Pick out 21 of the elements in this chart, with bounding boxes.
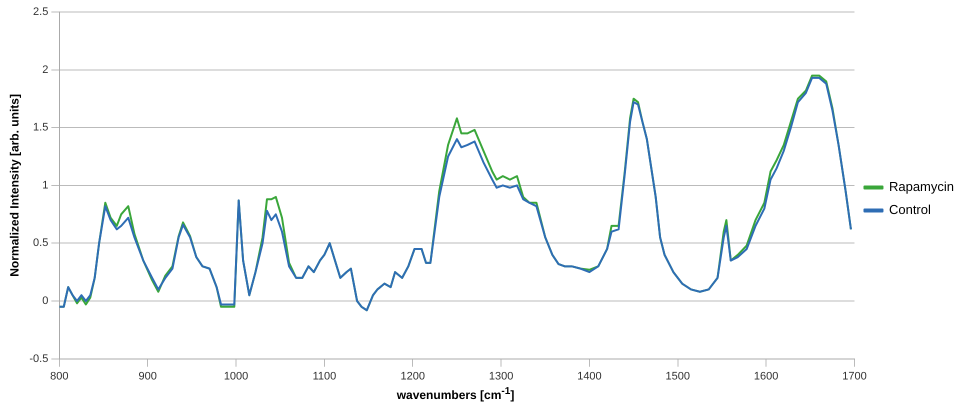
y-tick-label: -0.5 xyxy=(29,352,48,365)
y-tick-label: 2 xyxy=(42,64,48,76)
x-tick-label: 900 xyxy=(138,370,157,382)
y-tick-label: 0.5 xyxy=(33,237,48,250)
x-tick-label: 1500 xyxy=(666,370,690,382)
x-tick-label: 1000 xyxy=(224,370,248,382)
x-tick-label: 1400 xyxy=(577,370,602,382)
legend-label: Rapamycin xyxy=(888,179,954,194)
x-tick-label: 1300 xyxy=(488,370,514,382)
x-tick-label: 1200 xyxy=(400,370,425,382)
x-tick-label: 1700 xyxy=(842,370,867,382)
x-axis-title: wavenumbers [cm$^{-1}$] xyxy=(396,386,516,402)
x-tick-label: 1600 xyxy=(754,370,778,382)
legend-label: Control xyxy=(888,202,931,218)
x-tick-label: 800 xyxy=(50,370,69,382)
x-tick-label: 1100 xyxy=(312,370,336,382)
y-tick-label: 0 xyxy=(42,295,48,308)
y-tick-label: 1 xyxy=(42,179,48,192)
y-tick-label: 2.5 xyxy=(33,6,48,18)
y-tick-label: 1.5 xyxy=(33,122,48,134)
y-axis-title: Normalized Intensity [arb. units] xyxy=(8,94,22,277)
